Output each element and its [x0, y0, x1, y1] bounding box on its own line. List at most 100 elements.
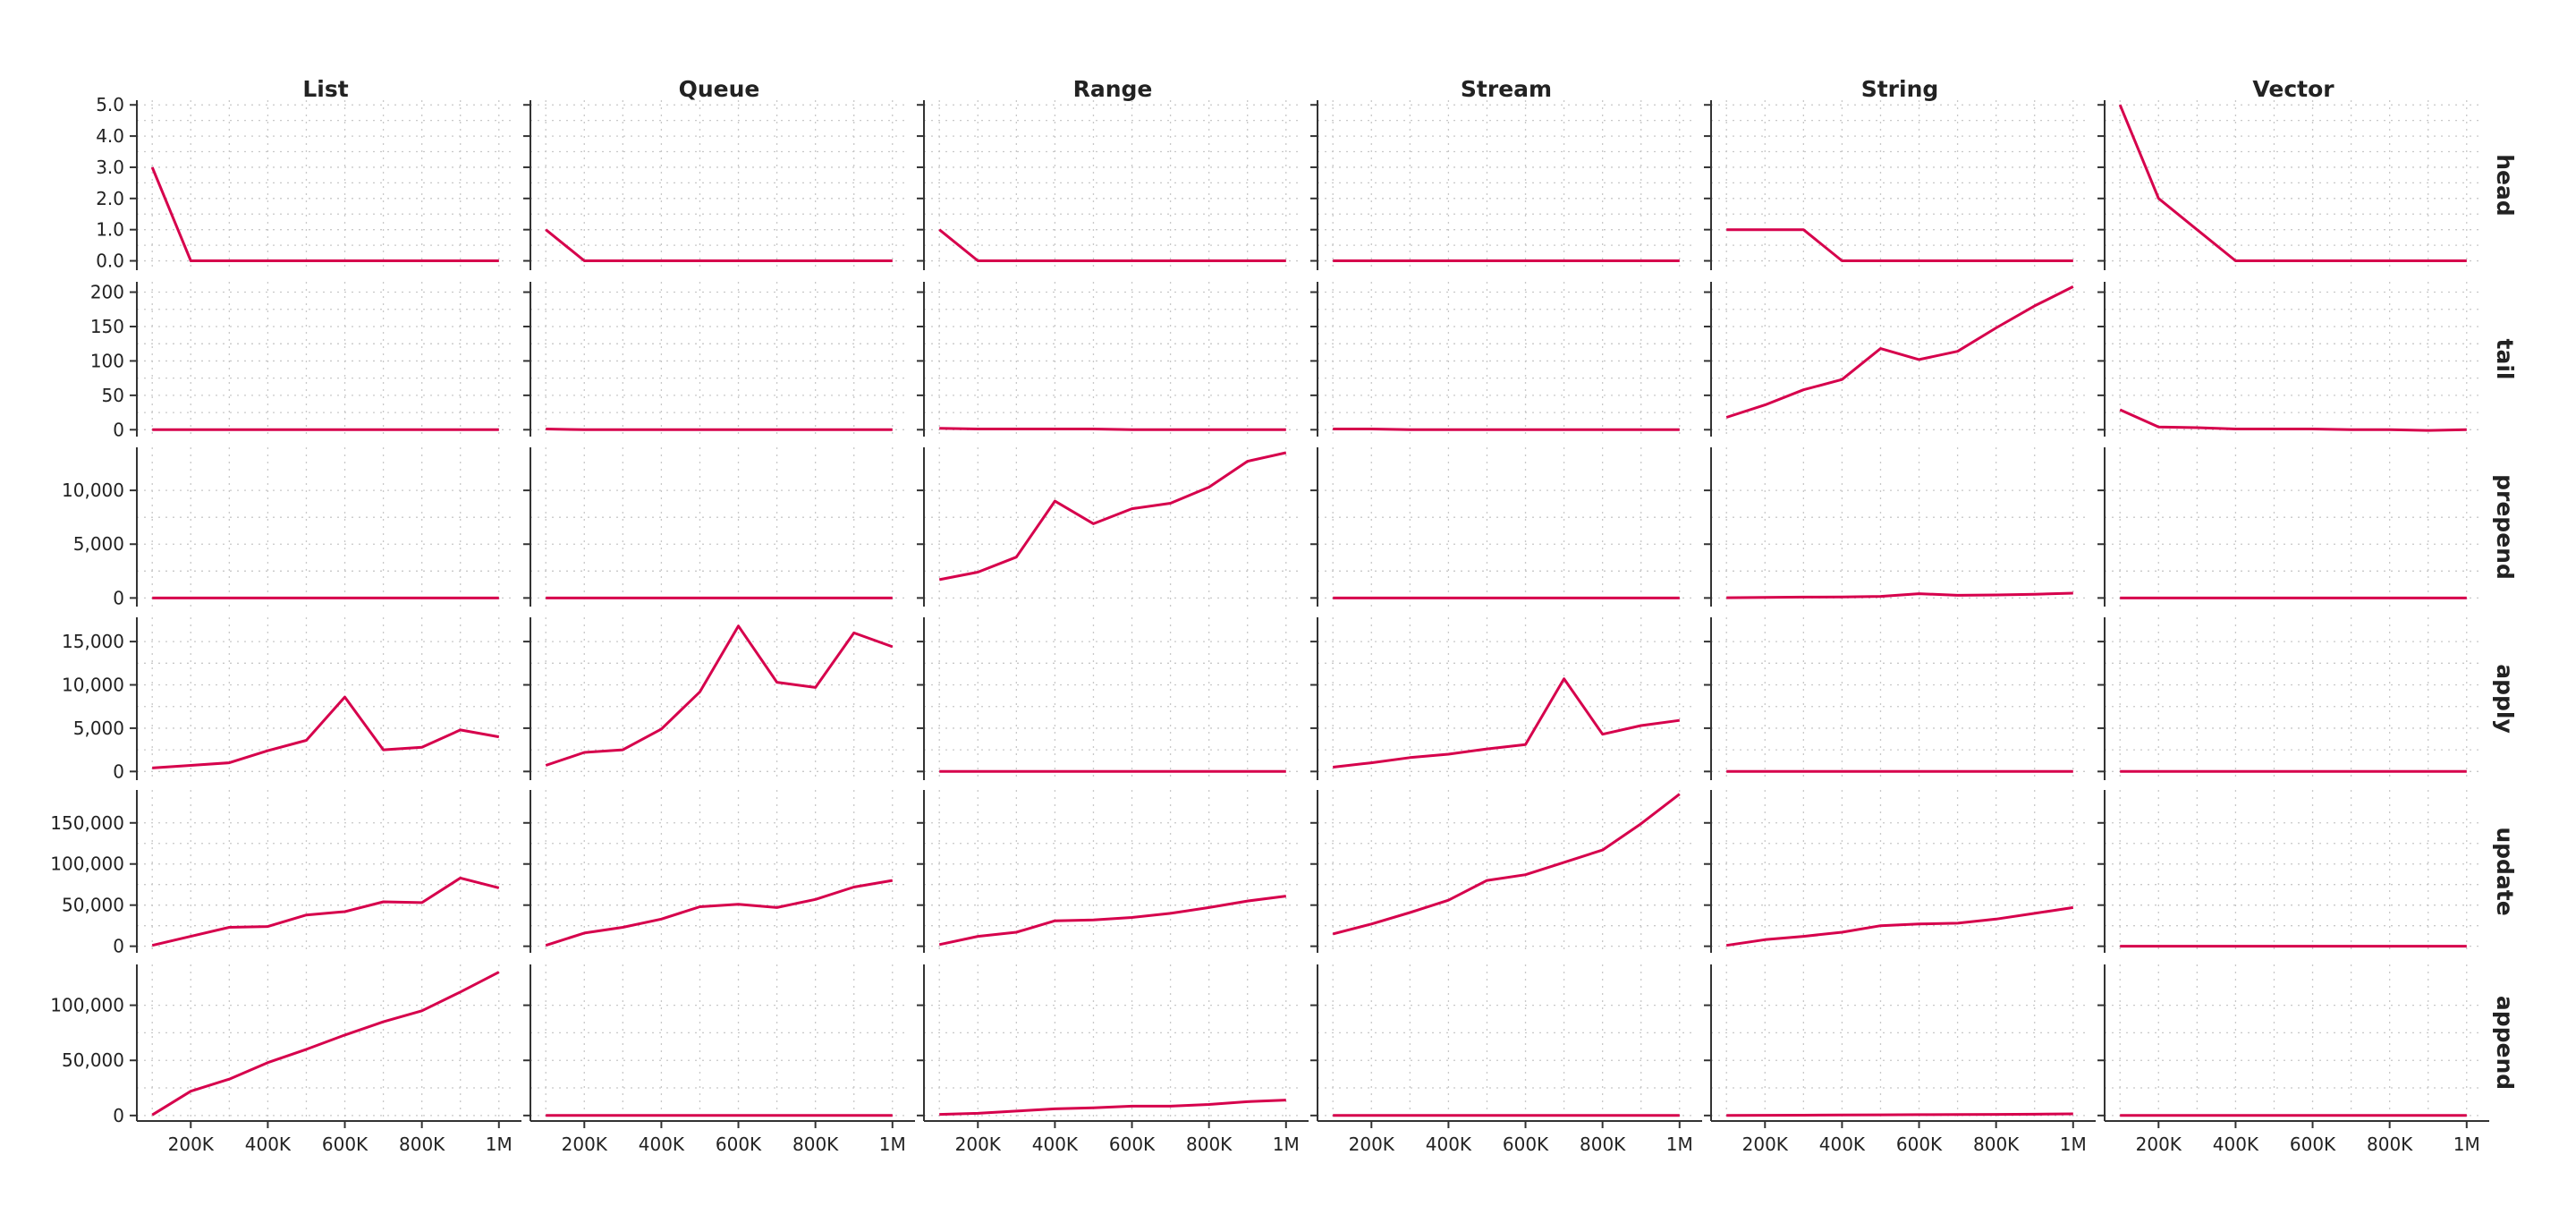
series-line-tail-queue	[546, 428, 893, 431]
panel-append-stream: 200K 400K 600K 800K 1M	[1310, 964, 1702, 1155]
x-tick-label: 1M	[1666, 1134, 1693, 1155]
x-tick-label: 1M	[1273, 1134, 1300, 1155]
x-tick-label: 400K	[1819, 1134, 1866, 1155]
series-line-update-range	[938, 895, 1286, 947]
x-tick-label: 200K	[2136, 1134, 2182, 1155]
column-title-vector: Vector	[2252, 76, 2334, 102]
x-tick-label: 800K	[792, 1134, 839, 1155]
x-tick-label: 600K	[1503, 1134, 1549, 1155]
x-tick-label: 400K	[245, 1134, 292, 1155]
column-title-queue: Queue	[679, 76, 760, 102]
y-tick-label: 5,000	[73, 718, 124, 739]
x-tick-label: 400K	[1426, 1134, 1472, 1155]
panel-apply-list: 0 5,000 10,000 15,000	[62, 617, 514, 782]
series-line-update-stream	[1332, 793, 1681, 936]
series-line-head-list	[150, 166, 499, 262]
panel-prepend-string	[1704, 447, 2089, 607]
panel-tail-string	[1704, 282, 2089, 437]
y-tick-label: 0	[113, 419, 124, 440]
panel-tail-list: 0 50 100 150 200	[90, 282, 514, 440]
panel-apply-queue	[523, 617, 908, 780]
x-tick-label: 600K	[1896, 1134, 1943, 1155]
series-line-tail-range	[939, 427, 1286, 431]
panel-apply-stream	[1310, 617, 1695, 780]
panel-apply-vector	[2097, 617, 2482, 780]
series-line-prepend-string	[1726, 591, 2073, 599]
panel-prepend-list: 0 5,000 10,000	[62, 447, 514, 608]
y-tick-label: 100,000	[50, 995, 124, 1016]
y-tick-label: 50,000	[62, 895, 124, 916]
panel-head-list: 0.0 1.0 2.0 3.0 4.0 5.0	[96, 94, 514, 272]
y-tick-label: 0.0	[96, 251, 124, 272]
x-tick-label: 400K	[2213, 1134, 2259, 1155]
series-line-head-range	[938, 228, 1286, 262]
series-line-head-string	[1726, 228, 2073, 262]
y-tick-label: 150	[90, 316, 124, 337]
x-tick-label: 200K	[562, 1134, 608, 1155]
panel-prepend-range	[917, 447, 1301, 607]
x-tick-label: 200K	[1742, 1134, 1789, 1155]
panel-update-list: 0 50,000 100,000 150,000	[50, 790, 514, 957]
series-line-apply-queue	[545, 624, 894, 767]
y-tick-label: 150,000	[50, 812, 124, 834]
panel-tail-queue	[523, 282, 908, 437]
y-tick-label: 3.0	[96, 157, 124, 178]
x-tick-label: 600K	[1109, 1134, 1156, 1155]
series-line-head-queue	[545, 228, 893, 262]
series-line-tail-vector	[2119, 408, 2467, 432]
panel-apply-range	[917, 617, 1301, 780]
x-tick-label: 400K	[639, 1134, 685, 1155]
panel-prepend-stream	[1310, 447, 1695, 607]
x-tick-label: 800K	[2367, 1134, 2413, 1155]
y-tick-label: 100,000	[50, 854, 124, 875]
series-line-append-list	[151, 971, 500, 1117]
x-tick-label: 800K	[1186, 1134, 1233, 1155]
x-tick-label: 1M	[2453, 1134, 2480, 1155]
x-tick-label: 600K	[2290, 1134, 2336, 1155]
x-tick-label: 400K	[1032, 1134, 1079, 1155]
series-line-apply-list	[152, 695, 500, 769]
y-tick-label: 15,000	[62, 631, 124, 652]
column-title-stream: Stream	[1461, 76, 1552, 102]
panel-update-range	[917, 790, 1301, 953]
panel-update-vector	[2097, 790, 2482, 953]
row-label-update: update	[2492, 827, 2518, 915]
panel-tail-vector	[2097, 282, 2482, 437]
y-tick-label: 10,000	[62, 675, 124, 696]
panel-prepend-vector	[2097, 447, 2482, 607]
row-label-tail: tail	[2492, 339, 2518, 380]
series-line-append-string	[1726, 1112, 2073, 1117]
x-tick-label: 1M	[2060, 1134, 2087, 1155]
x-tick-label: 200K	[168, 1134, 215, 1155]
y-tick-label: 2.0	[96, 188, 124, 209]
x-tick-label: 1M	[879, 1134, 906, 1155]
panel-apply-string	[1704, 617, 2089, 780]
y-tick-label: 100	[90, 350, 124, 371]
row-label-prepend: prepend	[2492, 474, 2518, 580]
panel-update-string	[1704, 790, 2089, 953]
x-tick-label: 600K	[322, 1134, 369, 1155]
panel-append-queue: 200K 400K 600K 800K 1M	[523, 964, 915, 1155]
series-line-prepend-range	[938, 451, 1287, 582]
panel-tail-stream	[1310, 282, 1695, 437]
y-tick-label: 200	[90, 282, 124, 303]
y-tick-label: 0	[113, 760, 124, 782]
column-title-range: Range	[1073, 76, 1153, 102]
panel-head-vector	[2097, 100, 2482, 270]
panel-update-stream	[1310, 790, 1695, 953]
series-line-append-range	[939, 1099, 1286, 1117]
panel-head-stream	[1310, 100, 1695, 270]
x-tick-label: 800K	[1973, 1134, 2020, 1155]
series-line-update-list	[151, 876, 500, 947]
panel-prepend-queue	[523, 447, 908, 607]
panel-head-queue	[523, 100, 908, 270]
x-tick-label: 600K	[716, 1134, 762, 1155]
series-line-update-queue	[545, 879, 894, 947]
panel-tail-range	[917, 282, 1301, 437]
y-tick-label: 5,000	[73, 533, 124, 555]
y-tick-label: 10,000	[62, 480, 124, 501]
panel-append-list: 0 50,000 100,000 200K 400K 600K 800K 1M	[50, 964, 521, 1155]
y-tick-label: 0	[113, 1105, 124, 1126]
panel-append-vector: 200K 400K 600K 800K 1M	[2097, 964, 2489, 1155]
